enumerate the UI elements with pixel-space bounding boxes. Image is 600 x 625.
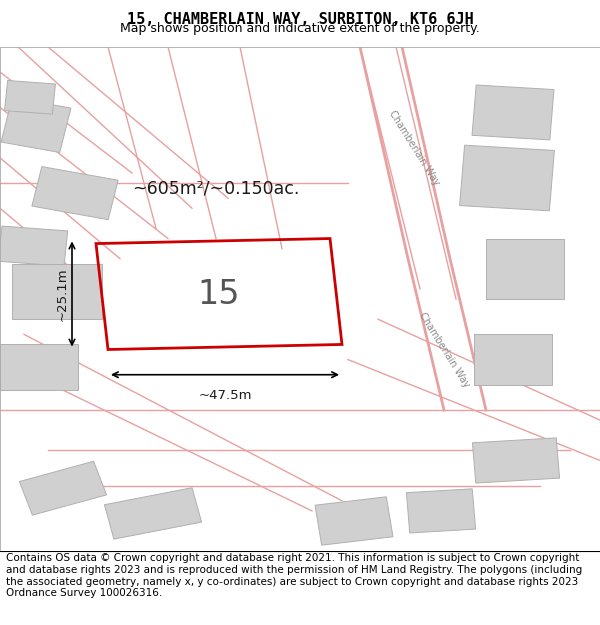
Bar — [472, 85, 554, 140]
Bar — [0, 344, 78, 390]
Bar — [474, 334, 552, 385]
Text: Chamberlain Way: Chamberlain Way — [387, 109, 441, 187]
Bar — [104, 488, 202, 539]
Bar — [486, 239, 564, 299]
Text: ~47.5m: ~47.5m — [198, 389, 252, 402]
Bar — [0, 226, 68, 266]
Bar — [460, 145, 554, 211]
Bar — [472, 438, 560, 483]
Bar — [19, 461, 107, 515]
Bar — [406, 489, 476, 533]
Bar — [5, 81, 55, 114]
Text: Contains OS data © Crown copyright and database right 2021. This information is : Contains OS data © Crown copyright and d… — [6, 554, 582, 598]
Text: ~605m²/~0.150ac.: ~605m²/~0.150ac. — [133, 179, 299, 197]
Bar — [12, 264, 102, 319]
Text: 15, CHAMBERLAIN WAY, SURBITON, KT6 6JH: 15, CHAMBERLAIN WAY, SURBITON, KT6 6JH — [127, 12, 473, 27]
Bar — [1, 98, 71, 152]
Bar — [32, 167, 118, 220]
Text: Map shows position and indicative extent of the property.: Map shows position and indicative extent… — [120, 22, 480, 35]
Text: ~25.1m: ~25.1m — [56, 268, 69, 321]
Text: 15: 15 — [198, 278, 240, 311]
Bar — [315, 497, 393, 545]
Text: Chamberlain Way: Chamberlain Way — [417, 310, 471, 389]
